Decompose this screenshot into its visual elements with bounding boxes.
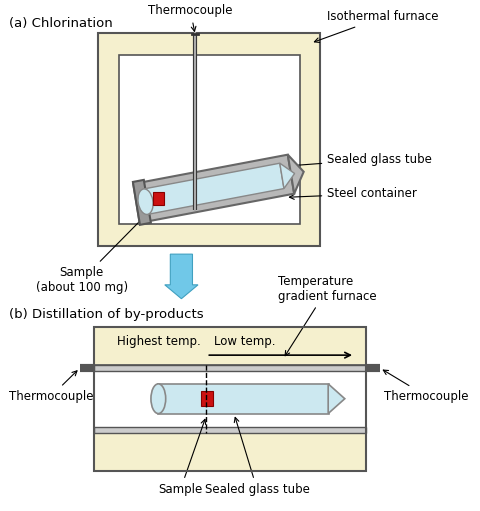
Bar	[94, 365, 366, 371]
Bar	[158, 384, 329, 413]
Bar	[94, 433, 366, 471]
Text: (a) Chlorination: (a) Chlorination	[9, 17, 112, 31]
Bar	[98, 33, 320, 246]
Text: Sample
(about 100 mg): Sample (about 100 mg)	[36, 209, 152, 294]
Polygon shape	[133, 155, 294, 223]
Text: Thermocouple: Thermocouple	[384, 370, 469, 403]
Text: Highest temp.: Highest temp.	[117, 335, 201, 349]
Text: Sample: Sample	[158, 420, 205, 496]
Text: Thermocouple: Thermocouple	[9, 371, 93, 403]
Bar	[153, 192, 164, 205]
Polygon shape	[288, 155, 304, 194]
Polygon shape	[144, 163, 284, 214]
Text: (b) Distillation of by-products: (b) Distillation of by-products	[9, 308, 204, 320]
Bar	[94, 328, 366, 471]
Ellipse shape	[138, 189, 153, 215]
Bar	[119, 55, 300, 224]
Polygon shape	[328, 384, 345, 413]
Text: Temperature
gradient furnace: Temperature gradient furnace	[278, 274, 377, 356]
Text: Sealed glass tube: Sealed glass tube	[204, 417, 310, 496]
Text: Sealed glass tube: Sealed glass tube	[290, 153, 432, 168]
Bar	[94, 427, 366, 433]
Text: Steel container: Steel container	[289, 187, 417, 200]
Bar	[201, 391, 213, 406]
Polygon shape	[280, 163, 295, 189]
Polygon shape	[133, 180, 151, 225]
Text: Low temp.: Low temp.	[214, 335, 275, 349]
Bar	[94, 371, 366, 427]
Text: Isothermal furnace: Isothermal furnace	[314, 10, 439, 42]
Bar	[94, 328, 366, 365]
Text: Thermocouple: Thermocouple	[148, 5, 233, 31]
Ellipse shape	[151, 384, 166, 413]
FancyArrow shape	[165, 254, 198, 299]
